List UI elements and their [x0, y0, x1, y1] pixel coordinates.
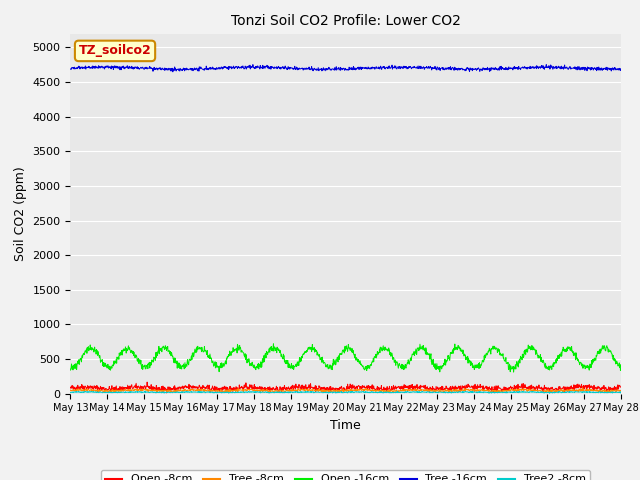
Text: TZ_soilco2: TZ_soilco2 [79, 44, 152, 58]
X-axis label: Time: Time [330, 419, 361, 432]
Title: Tonzi Soil CO2 Profile: Lower CO2: Tonzi Soil CO2 Profile: Lower CO2 [230, 14, 461, 28]
Legend: Open -8cm, Tree -8cm, Open -16cm, Tree -16cm, Tree2 -8cm: Open -8cm, Tree -8cm, Open -16cm, Tree -… [101, 470, 590, 480]
Y-axis label: Soil CO2 (ppm): Soil CO2 (ppm) [14, 166, 27, 261]
